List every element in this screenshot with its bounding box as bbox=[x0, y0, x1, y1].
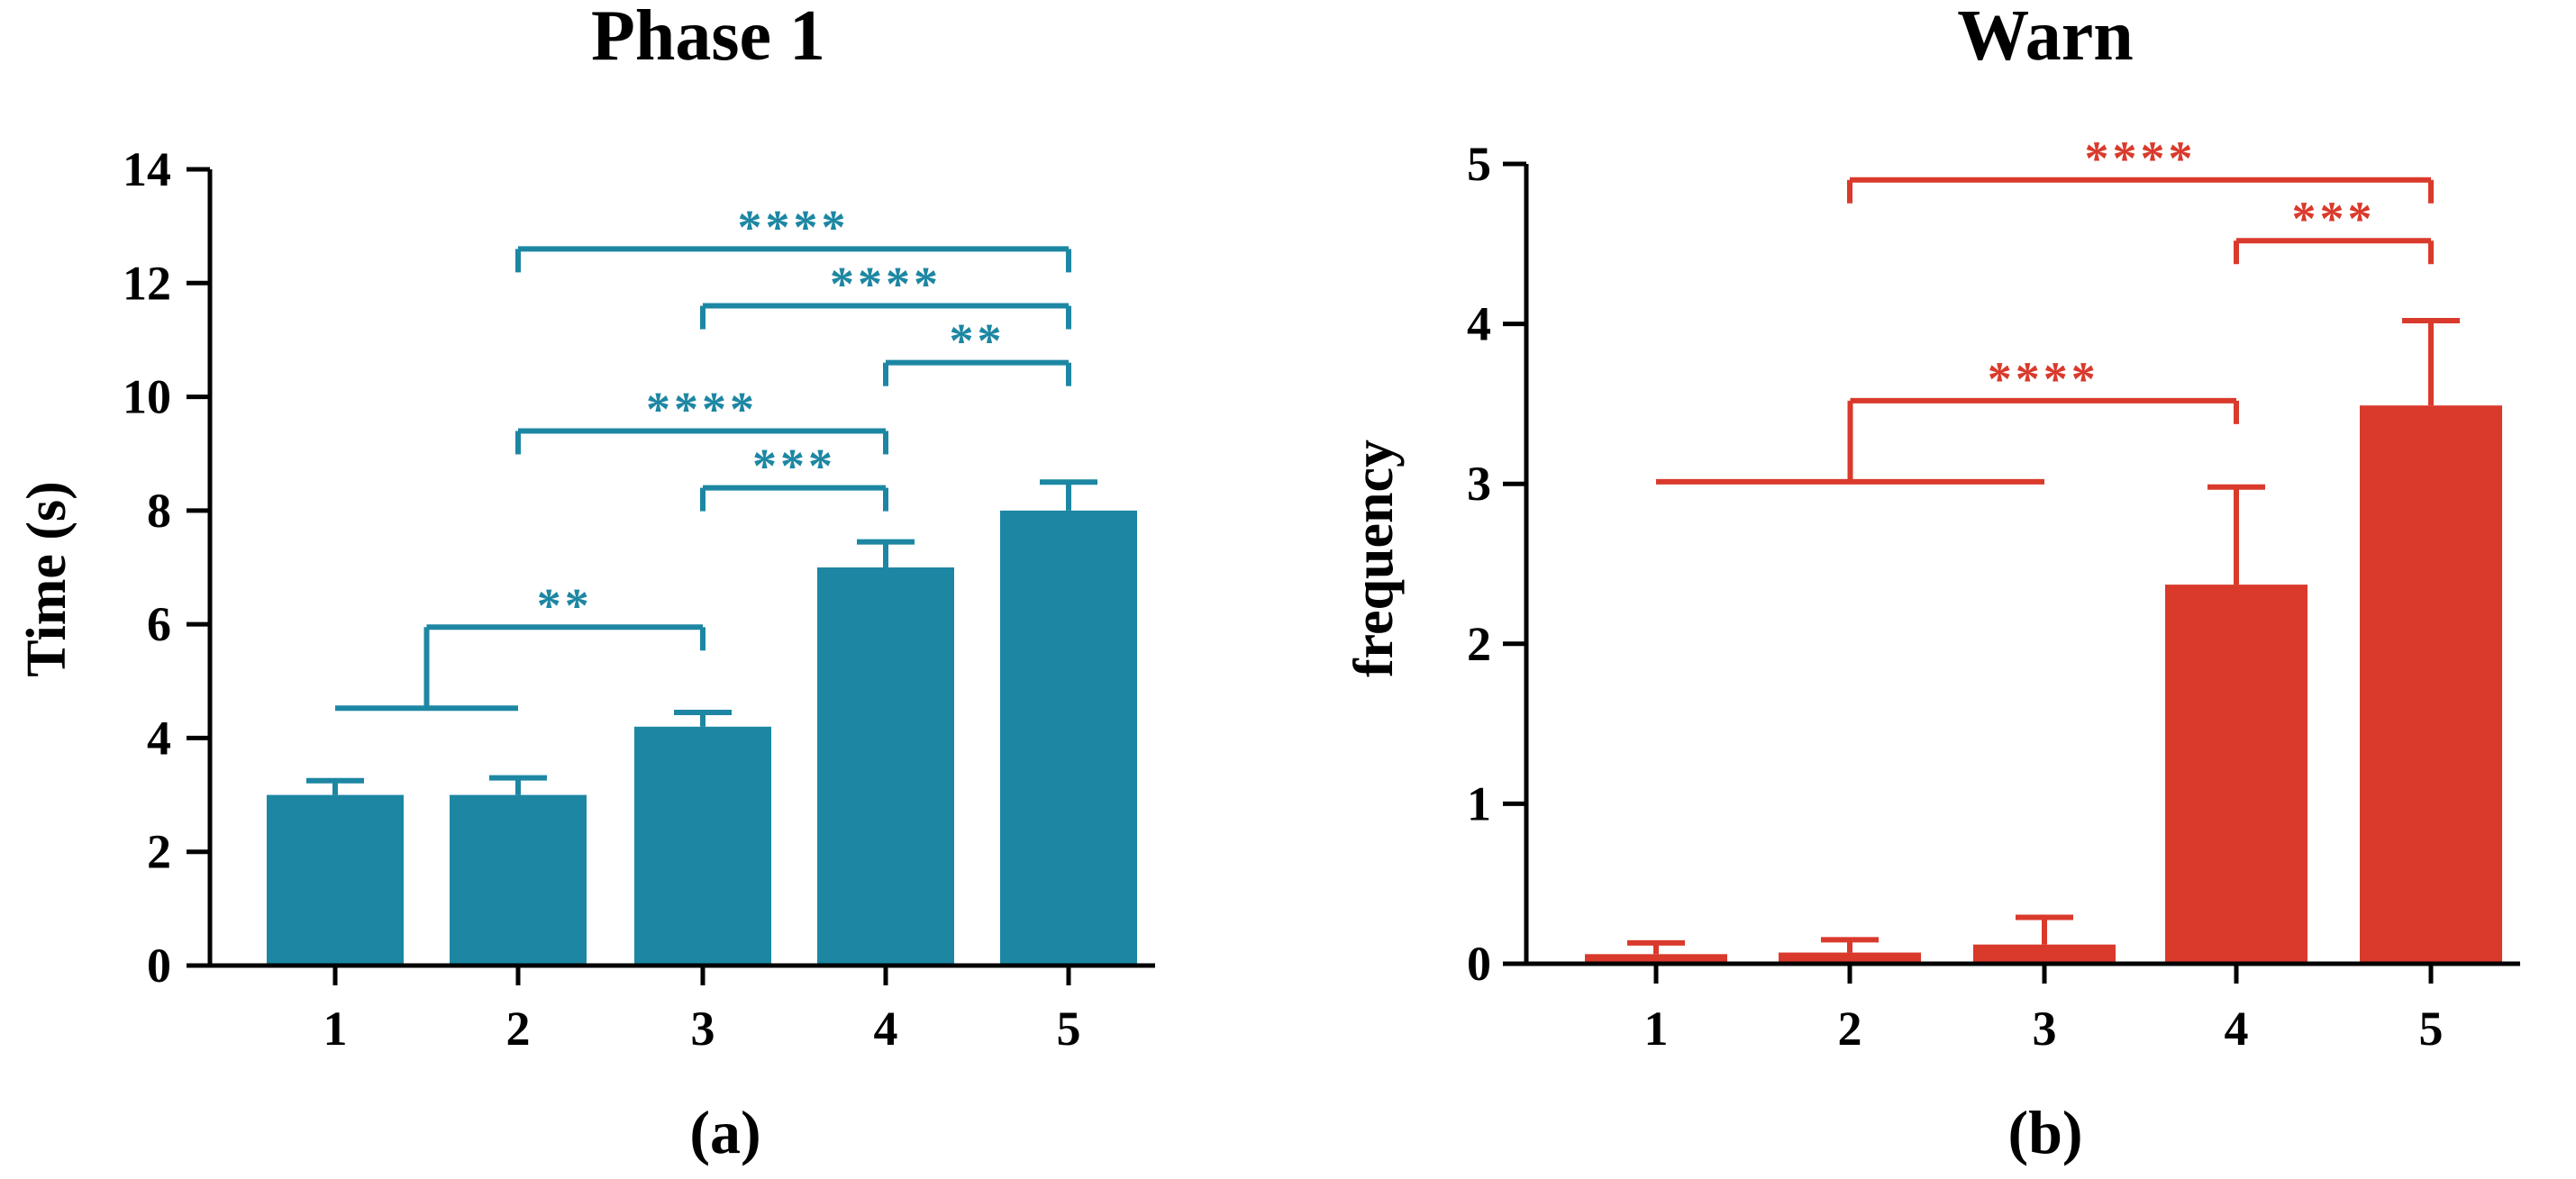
panel-b-sig-bracket-2: **** bbox=[1847, 132, 2434, 204]
panel-a-sig-label-5: **** bbox=[738, 200, 850, 254]
panel-a-bar-4 bbox=[817, 567, 954, 966]
panel-a-sig-bracket-5: **** bbox=[515, 200, 1071, 273]
panel-a-sig-label-3: ** bbox=[950, 314, 1006, 368]
panel-b-sig-bracket-0: **** bbox=[1656, 352, 2239, 485]
panel-a-bar-1 bbox=[267, 794, 404, 966]
panel-a-xtick-label-3: 3 bbox=[691, 1002, 715, 1056]
panel-a-sig-bracket-1: *** bbox=[700, 440, 888, 512]
panel-a-ytick-label-6: 6 bbox=[147, 597, 171, 651]
panel-a-xtick-label-1: 1 bbox=[323, 1002, 348, 1056]
panel-b-ytick-label-5: 5 bbox=[1467, 137, 1491, 191]
panel-b-sig-bracket-1: *** bbox=[2234, 192, 2434, 265]
panel-b-xtick-label-3: 3 bbox=[2033, 1002, 2057, 1056]
panel-a-sig-bracket-3: ** bbox=[883, 314, 1071, 386]
panel-b-xtick-label-2: 2 bbox=[1838, 1002, 1862, 1056]
panel-b-sig-label-1: *** bbox=[2292, 192, 2376, 246]
panel-a-ytick-label-4: 4 bbox=[147, 711, 171, 765]
panel-a-label: (a) bbox=[689, 1098, 760, 1166]
panel-b-sig-label-0: **** bbox=[1988, 352, 2099, 406]
panel-a-bar-5 bbox=[1000, 510, 1137, 966]
panel-b-bar-5 bbox=[2360, 405, 2502, 964]
panel-a-ytick-label-12: 12 bbox=[123, 256, 171, 310]
panel-a-ytick-label-10: 10 bbox=[123, 370, 171, 424]
panel-a-ytick-label-8: 8 bbox=[147, 484, 171, 538]
panel-a-bar-2 bbox=[450, 794, 587, 966]
panel-a-ylabel: Time (s) bbox=[16, 481, 77, 677]
panel-a-sig-label-2: **** bbox=[646, 382, 758, 436]
panel-b-title: Warn bbox=[1957, 0, 2134, 76]
panel-a-ytick-label-14: 14 bbox=[123, 142, 171, 196]
panel-b-bar-2 bbox=[1779, 952, 1921, 964]
panel-a-sig-bracket-0: ** bbox=[335, 578, 705, 712]
panel-a-xtick-label-4: 4 bbox=[874, 1002, 898, 1056]
panel-a-sig-label-1: *** bbox=[752, 440, 836, 494]
panel-b-bar-4 bbox=[2165, 585, 2307, 964]
panel-a-sig-label-0: ** bbox=[537, 578, 593, 632]
panel-b-bar-3 bbox=[1973, 944, 2116, 964]
panel-b-ytick-label-2: 2 bbox=[1467, 617, 1491, 671]
panel-a-xtick-label-5: 5 bbox=[1057, 1002, 1081, 1056]
panel-b-ytick-label-1: 1 bbox=[1467, 776, 1491, 830]
panel-b-label: (b) bbox=[2007, 1098, 2082, 1166]
panel-b-ylabel: frequency bbox=[1343, 440, 1405, 677]
panel-a-sig-bracket-4: **** bbox=[700, 258, 1071, 330]
panel-a-sig-bracket-2: **** bbox=[515, 382, 888, 455]
panel-b-ytick-label-0: 0 bbox=[1467, 937, 1491, 991]
panel-b-sig-label-2: **** bbox=[2085, 132, 2197, 186]
panel-b-xtick-label-4: 4 bbox=[2225, 1002, 2249, 1056]
panel-a-ytick-label-0: 0 bbox=[147, 939, 171, 993]
panel-b-ytick-label-4: 4 bbox=[1467, 297, 1491, 351]
panel-a-ytick-label-2: 2 bbox=[147, 825, 171, 879]
panel-b-xtick-label-5: 5 bbox=[2419, 1002, 2444, 1056]
panel-a-sig-label-4: **** bbox=[830, 258, 942, 312]
panel-b-ytick-label-3: 3 bbox=[1467, 457, 1491, 511]
panel-a-bar-3 bbox=[634, 726, 771, 966]
panel-b-bar-1 bbox=[1585, 954, 1727, 964]
panel-b-xtick-label-1: 1 bbox=[1644, 1002, 1669, 1056]
panel-a-title: Phase 1 bbox=[591, 0, 825, 76]
panel-a-xtick-label-2: 2 bbox=[506, 1002, 531, 1056]
